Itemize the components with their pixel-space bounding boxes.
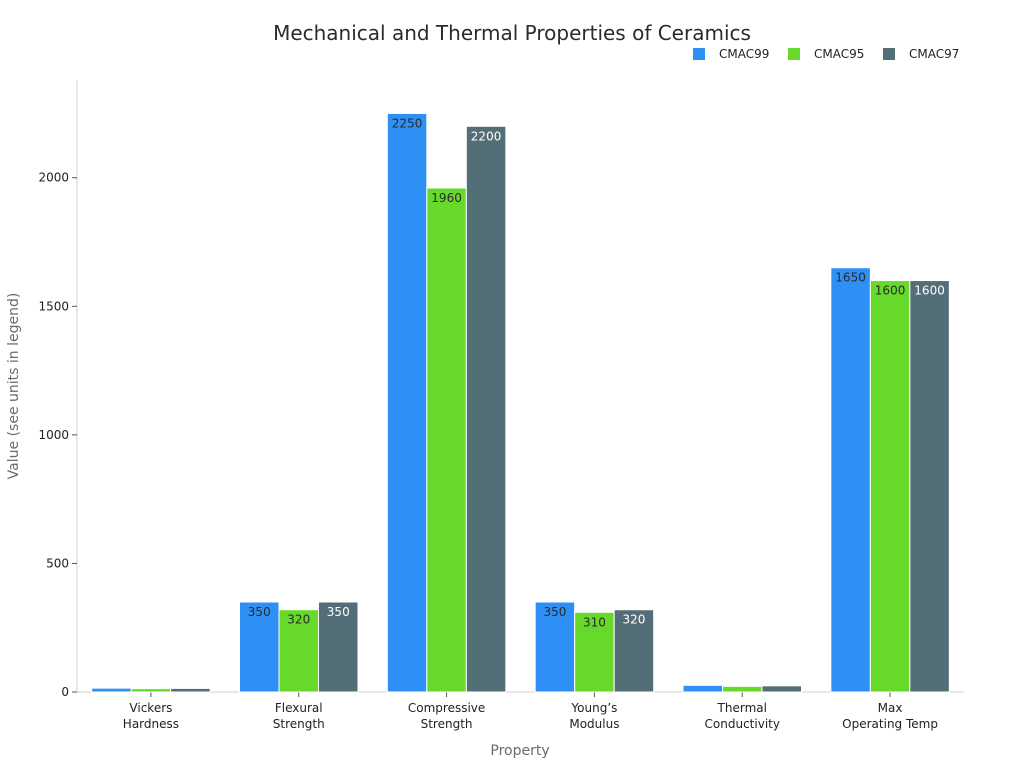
data-label: 320 [287, 613, 310, 627]
x-tick-label: Vickers Hardness [123, 701, 179, 731]
y-tick-label: 1000 [38, 428, 69, 442]
x-tick-label: Thermal Conductivity [705, 701, 780, 731]
legend-label: CMAC95 [814, 47, 864, 61]
bar-cmac95 [130, 688, 172, 693]
x-axis-title: Property [490, 743, 549, 759]
bar-cmac99 [386, 112, 428, 693]
bar-cmac97 [170, 687, 211, 693]
data-label: 320 [622, 613, 645, 627]
bar-cmac95 [426, 187, 467, 693]
legend-label: CMAC97 [909, 47, 959, 61]
x-tick-label: Compressive Strength [408, 701, 485, 731]
axes: 0 500 1000 1500 2000 Vickers Hardness Flexural S… [38, 80, 964, 731]
y-tick-label: 1500 [38, 299, 69, 313]
legend-swatch [883, 48, 895, 60]
y-axis-title: Value (see units in legend) [6, 293, 22, 480]
bar-cmac95 [574, 611, 615, 693]
legend-item-cmac95: CMAC95 [788, 47, 864, 61]
bar-cmac99 [830, 267, 871, 693]
data-label: 2250 [392, 116, 423, 130]
legend-swatch [788, 48, 800, 60]
legend-item-cmac99: CMAC99 [693, 47, 769, 61]
legend-item-cmac97: CMAC97 [883, 47, 959, 61]
bar-cmac97 [909, 280, 950, 693]
bar-cmac99 [91, 687, 132, 693]
data-label: 310 [583, 615, 606, 629]
data-label: 1600 [914, 284, 945, 298]
x-tick-label: Young’s Modulus [569, 701, 619, 731]
y-tick-label: 500 [46, 556, 69, 570]
x-tick-label: Flexural Strength [273, 701, 325, 731]
legend-swatch [693, 48, 705, 60]
data-label: 350 [543, 605, 566, 619]
legend-label: CMAC99 [719, 47, 769, 61]
x-tick-label: Max Operating Temp [842, 701, 938, 731]
data-label: 1600 [875, 284, 906, 298]
legend: CMAC99 CMAC95 CMAC97 [693, 47, 959, 61]
bar-cmac95 [722, 685, 763, 693]
bars: 350 2250 350 1650 320 1960 310 1600 350 2200 320 16… [91, 112, 950, 693]
bar-cmac99 [534, 601, 576, 693]
bar-cmac95 [869, 280, 911, 693]
data-label: 350 [248, 605, 271, 619]
bar-cmac97 [318, 601, 359, 693]
y-tick-label: 0 [61, 685, 69, 699]
data-label: 1650 [835, 271, 866, 285]
bar-cmac99 [682, 684, 723, 693]
data-label: 1960 [431, 191, 462, 205]
chart-title: Mechanical and Thermal Properties of Cer… [273, 21, 751, 45]
data-label: 2200 [471, 129, 502, 143]
bar-cmac97 [761, 685, 802, 693]
data-label: 350 [327, 605, 350, 619]
bar-cmac99 [239, 601, 280, 693]
bar-cmac97 [613, 609, 655, 693]
y-tick-label: 2000 [38, 171, 69, 185]
bar-cmac97 [465, 125, 507, 693]
